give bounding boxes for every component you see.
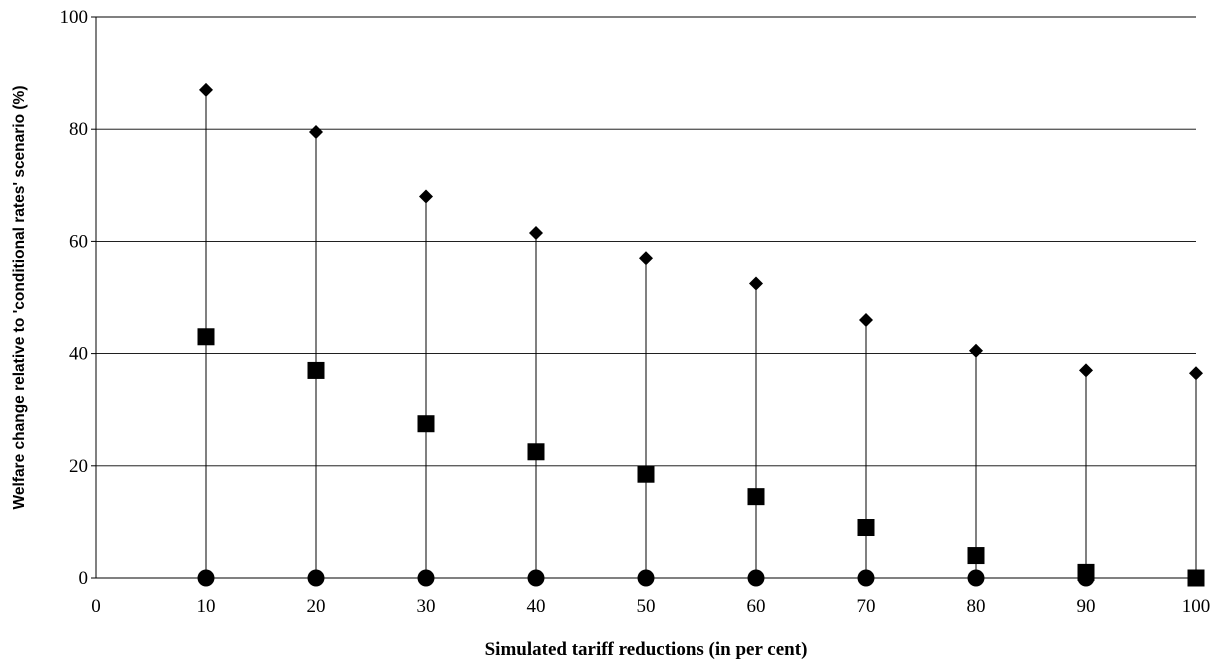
y-tick-label: 100 <box>60 7 89 28</box>
circle-marker <box>967 569 985 587</box>
diamond-marker <box>969 343 983 358</box>
x-tick-label: 20 <box>307 596 326 617</box>
square-marker <box>637 465 655 483</box>
square-marker <box>307 361 325 379</box>
circle-marker <box>637 569 655 587</box>
diamond-marker <box>1079 363 1093 378</box>
square-marker <box>197 328 215 346</box>
y-tick-label: 0 <box>79 568 89 589</box>
y-tick-label: 40 <box>69 344 88 365</box>
gridlines <box>96 16 1196 467</box>
data-markers <box>197 82 1205 587</box>
diamond-marker <box>1189 366 1203 381</box>
square-marker <box>857 519 875 537</box>
circle-marker <box>527 569 545 587</box>
y-tick-label: 60 <box>69 231 88 252</box>
y-tick-label: 80 <box>69 119 88 140</box>
high-low-lines <box>205 89 1197 578</box>
axes <box>91 16 1196 579</box>
square-marker <box>527 443 545 461</box>
square-marker <box>417 415 435 433</box>
circle-marker <box>417 569 435 587</box>
x-tick-label: 50 <box>637 596 656 617</box>
diamond-marker <box>199 82 213 97</box>
circle-marker <box>307 569 325 587</box>
square-marker <box>747 488 765 506</box>
square-marker <box>967 547 985 565</box>
y-axis-title: Welfare change relative to 'conditional … <box>11 86 28 510</box>
x-tick-label: 30 <box>417 596 436 617</box>
x-tick-label: 80 <box>967 596 986 617</box>
diamond-marker <box>859 312 873 327</box>
x-tick-label: 0 <box>91 596 101 617</box>
circle-marker <box>1187 569 1205 587</box>
x-tick-label: 10 <box>197 596 216 617</box>
x-tick-label: 40 <box>527 596 546 617</box>
x-tick-label: 70 <box>857 596 876 617</box>
x-tick-label: 100 <box>1182 596 1211 617</box>
circle-marker <box>747 569 765 587</box>
diamond-marker <box>309 125 323 140</box>
x-axis-title: Simulated tariff reductions (in per cent… <box>485 639 808 660</box>
y-tick-label: 20 <box>69 456 88 477</box>
circle-marker <box>197 569 215 587</box>
diamond-marker <box>419 189 433 204</box>
x-tick-label: 90 <box>1077 596 1096 617</box>
diamond-marker <box>749 276 763 291</box>
tick-labels: 0 20 40 60 80 100 0 10 20 30 40 50 60 70 80 90 100 <box>60 7 1211 617</box>
circle-marker <box>857 569 875 587</box>
diamond-marker <box>639 251 653 266</box>
diamond-marker <box>529 225 543 240</box>
circle-marker <box>1077 569 1095 587</box>
x-tick-label: 60 <box>747 596 766 617</box>
